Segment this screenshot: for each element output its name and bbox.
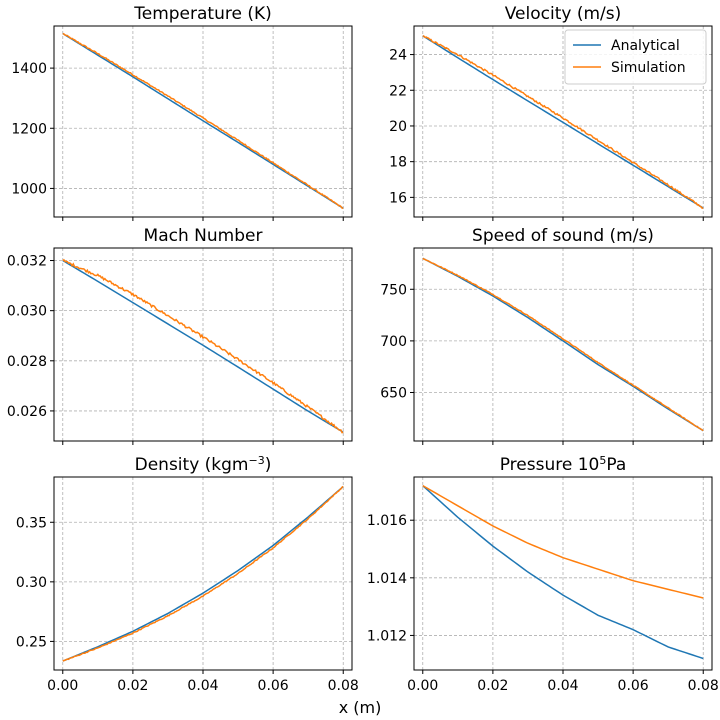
x-tick-label: 0.04 <box>187 678 218 694</box>
y-tick-label: 0.25 <box>16 634 47 650</box>
subplot-3: 0.026 0.028 0.030 0.032 Mach Number <box>7 226 353 445</box>
y-tick-label: 0.030 <box>7 304 47 320</box>
y-tick-label: 650 <box>380 385 407 401</box>
series-line-analytical <box>422 257 704 432</box>
x-tick-label: 0.00 <box>47 678 78 694</box>
subplot-title: Density (kgm−3) <box>135 454 272 475</box>
legend-label-analytical: Analytical <box>611 38 680 54</box>
y-tick-label: 18 <box>389 155 407 171</box>
x-tick-label: 0.02 <box>117 678 148 694</box>
series-line-simulation <box>422 257 704 432</box>
series-line-analytical <box>62 259 344 433</box>
series-line-simulation <box>62 485 344 662</box>
subplot-title: Temperature (K) <box>133 4 272 24</box>
subplot-1: 1000 1200 1400 Temperature (K) <box>11 4 353 221</box>
x-tick-label: 0.00 <box>407 678 438 694</box>
legend-box <box>564 29 707 85</box>
y-tick-label: 1000 <box>11 181 47 197</box>
y-tick-label: 1.012 <box>367 628 407 644</box>
subplot-2: 16 18 20 22 24 Velocity (m/s) Analytical Simula… <box>389 4 713 221</box>
y-tick-label: 0.026 <box>7 404 47 420</box>
subplot-5: 0.00 0.02 0.04 0.06 0.08 0.25 0.30 0.35 Density … <box>16 454 359 694</box>
series-line-analytical <box>422 35 704 209</box>
series-line-simulation <box>422 484 704 599</box>
subplots: 1000 1200 1400 Temperature (K) 16 18 20 22 24 Vel… <box>7 4 719 694</box>
y-tick-label: 700 <box>380 334 407 350</box>
series-line-simulation <box>422 35 704 209</box>
series-line-analytical <box>62 485 344 662</box>
x-tick-label: 0.06 <box>258 678 289 694</box>
x-tick-label: 0.08 <box>328 678 359 694</box>
subplot-6: 0.00 0.02 0.04 0.06 0.08 1.012 1.014 1.016 Press… <box>367 454 719 694</box>
subplot-title: Mach Number <box>144 226 263 246</box>
y-tick-label: 24 <box>389 48 407 64</box>
subplot-4: 650 700 750 Speed of sound (m/s) <box>380 226 713 445</box>
y-tick-label: 1200 <box>11 121 47 137</box>
y-tick-label: 20 <box>389 119 407 135</box>
subplot-title: Pressure 105Pa <box>500 454 627 475</box>
y-tick-label: 1.014 <box>367 571 407 587</box>
series-line-analytical <box>62 32 344 209</box>
series-line-analytical <box>422 485 704 660</box>
y-tick-label: 0.35 <box>16 515 47 531</box>
x-tick-label: 0.06 <box>618 678 649 694</box>
legend: Analytical Simulation <box>564 29 707 85</box>
y-tick-label: 0.032 <box>7 254 47 270</box>
y-tick-label: 0.028 <box>7 354 47 370</box>
x-tick-label: 0.04 <box>547 678 578 694</box>
y-tick-label: 16 <box>389 190 407 206</box>
series-line-simulation <box>62 258 344 434</box>
x-tick-label: 0.02 <box>477 678 508 694</box>
y-tick-label: 22 <box>389 83 407 99</box>
y-tick-label: 1.016 <box>367 513 407 529</box>
y-tick-label: 750 <box>380 282 407 298</box>
subplot-title: Velocity (m/s) <box>505 4 622 24</box>
legend-label-simulation: Simulation <box>611 60 686 76</box>
x-tick-label: 0.08 <box>688 678 719 694</box>
y-tick-label: 0.30 <box>16 575 47 591</box>
y-tick-label: 1400 <box>11 61 47 77</box>
subplot-title: Speed of sound (m/s) <box>472 226 654 246</box>
x-axis-label: x (m) <box>339 698 382 717</box>
series-line-simulation <box>62 32 344 210</box>
